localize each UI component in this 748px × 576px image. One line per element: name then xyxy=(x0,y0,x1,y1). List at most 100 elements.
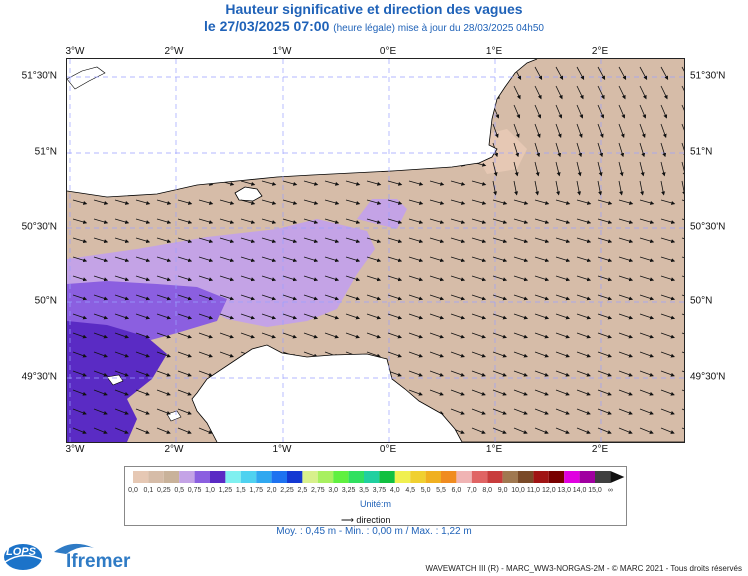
scale-swatch xyxy=(287,471,303,483)
scale-swatch xyxy=(579,471,595,483)
direction-arrow xyxy=(177,389,192,396)
direction-arrow xyxy=(135,332,150,339)
direction-arrow xyxy=(408,256,424,263)
direction-arrow xyxy=(639,389,654,396)
direction-arrow xyxy=(135,199,151,205)
direction-arrow xyxy=(618,313,634,320)
direction-arrow xyxy=(555,142,562,158)
direction-label: direction xyxy=(356,515,391,525)
direction-arrow xyxy=(555,161,561,177)
scale-label: 3,0 xyxy=(328,487,339,494)
direction-arrow xyxy=(177,256,193,263)
direction-arrow xyxy=(114,370,129,377)
scale-label: 12,0 xyxy=(541,487,556,494)
direction-arrow xyxy=(492,123,499,138)
direction-arrow xyxy=(345,294,361,301)
direction-arrow xyxy=(156,294,172,301)
direction-arrow xyxy=(576,351,591,358)
scale-swatch xyxy=(302,471,318,483)
direction-arrow xyxy=(198,370,213,377)
arrow-icon: ⟶ xyxy=(341,515,354,525)
direction-arrow xyxy=(639,313,655,320)
direction-arrow xyxy=(639,218,655,224)
direction-arrow xyxy=(555,332,570,339)
scale-label: 0,1 xyxy=(143,487,154,494)
direction-arrow xyxy=(555,256,571,263)
direction-arrow xyxy=(492,332,507,339)
direction-arrow xyxy=(408,180,424,186)
direction-arrow xyxy=(156,218,172,224)
legend: 0,0 0,1 0,25 0,5 0,75 1,0 1,25 1,5 1,75 2,0 2,25 2,… xyxy=(124,466,627,526)
direction-arrow xyxy=(597,218,613,224)
direction-arrow xyxy=(534,123,541,138)
direction-arrow xyxy=(177,408,192,415)
direction-arrow xyxy=(282,218,298,224)
direction-arrow xyxy=(135,275,151,282)
direction-arrow xyxy=(408,275,424,282)
direction-arrow xyxy=(681,66,684,80)
lat-label-right: 50°N xyxy=(690,295,713,307)
direction-arrow xyxy=(618,104,626,119)
scale-label: 5,0 xyxy=(420,487,431,494)
direction-arrow xyxy=(72,351,87,358)
direction-arrow xyxy=(156,370,171,377)
direction-arrow xyxy=(450,199,466,205)
scale-label: 2,25 xyxy=(280,487,294,494)
direction-arrow xyxy=(387,275,403,282)
direction-arrow xyxy=(660,275,676,282)
direction-arrow xyxy=(555,427,570,434)
direction-arrow xyxy=(93,237,109,244)
direction-arrow xyxy=(513,351,528,358)
direction-arrow xyxy=(303,180,319,186)
direction-arrow xyxy=(135,389,150,396)
direction-arrow xyxy=(618,180,624,196)
direction-arrow xyxy=(324,275,340,282)
direction-arrow xyxy=(513,427,528,434)
scale-swatch xyxy=(317,471,334,483)
direction-arrow xyxy=(513,142,520,158)
direction-arrow xyxy=(534,275,550,282)
direction-arrow xyxy=(534,237,550,244)
direction-arrow xyxy=(135,256,151,263)
direction-arrow xyxy=(534,427,549,434)
direction-arrow xyxy=(471,237,487,244)
direction-arrow xyxy=(261,256,277,263)
direction-arrow xyxy=(114,332,129,339)
direction-arrow xyxy=(303,237,319,244)
direction-arrow xyxy=(135,427,150,434)
direction-arrow xyxy=(156,389,171,396)
direction-arrow xyxy=(303,275,319,282)
statistics: Moy. : 0,45 m - Min. : 0,00 m / Max. : 1… xyxy=(276,526,472,537)
direction-arrow xyxy=(492,389,507,396)
direction-arrow xyxy=(177,313,193,320)
direction-arrow xyxy=(576,104,584,119)
direction-arrow xyxy=(198,199,214,205)
direction-arrow xyxy=(513,275,529,282)
direction-arrow xyxy=(639,66,648,81)
scale-swatch xyxy=(564,471,580,483)
direction-arrow xyxy=(387,256,403,263)
direction-arrow xyxy=(555,199,571,205)
direction-arrow xyxy=(660,85,668,100)
scale-label: 0,5 xyxy=(174,487,185,494)
direction-arrow xyxy=(534,256,550,263)
direction-arrow xyxy=(345,237,361,244)
direction-arrow xyxy=(471,389,486,396)
direction-arrow xyxy=(660,66,669,81)
direction-arrow xyxy=(618,408,633,415)
direction-arrow xyxy=(345,199,361,205)
direction-arrow xyxy=(429,294,445,301)
wave-map[interactable] xyxy=(66,58,685,443)
direction-arrow xyxy=(597,351,612,358)
direction-arrow xyxy=(555,408,570,415)
direction-arrow xyxy=(219,332,234,339)
direction-arrow xyxy=(450,237,466,244)
direction-arrow xyxy=(576,123,583,138)
direction-arrow xyxy=(282,275,298,282)
lat-label-right: 49°30'N xyxy=(690,371,726,383)
lat-label-left: 49°30'N xyxy=(21,371,57,383)
direction-arrow xyxy=(513,313,529,320)
direction-arrow xyxy=(492,351,507,358)
direction-arrow xyxy=(576,389,591,396)
scale-label: 0,75 xyxy=(187,487,202,494)
